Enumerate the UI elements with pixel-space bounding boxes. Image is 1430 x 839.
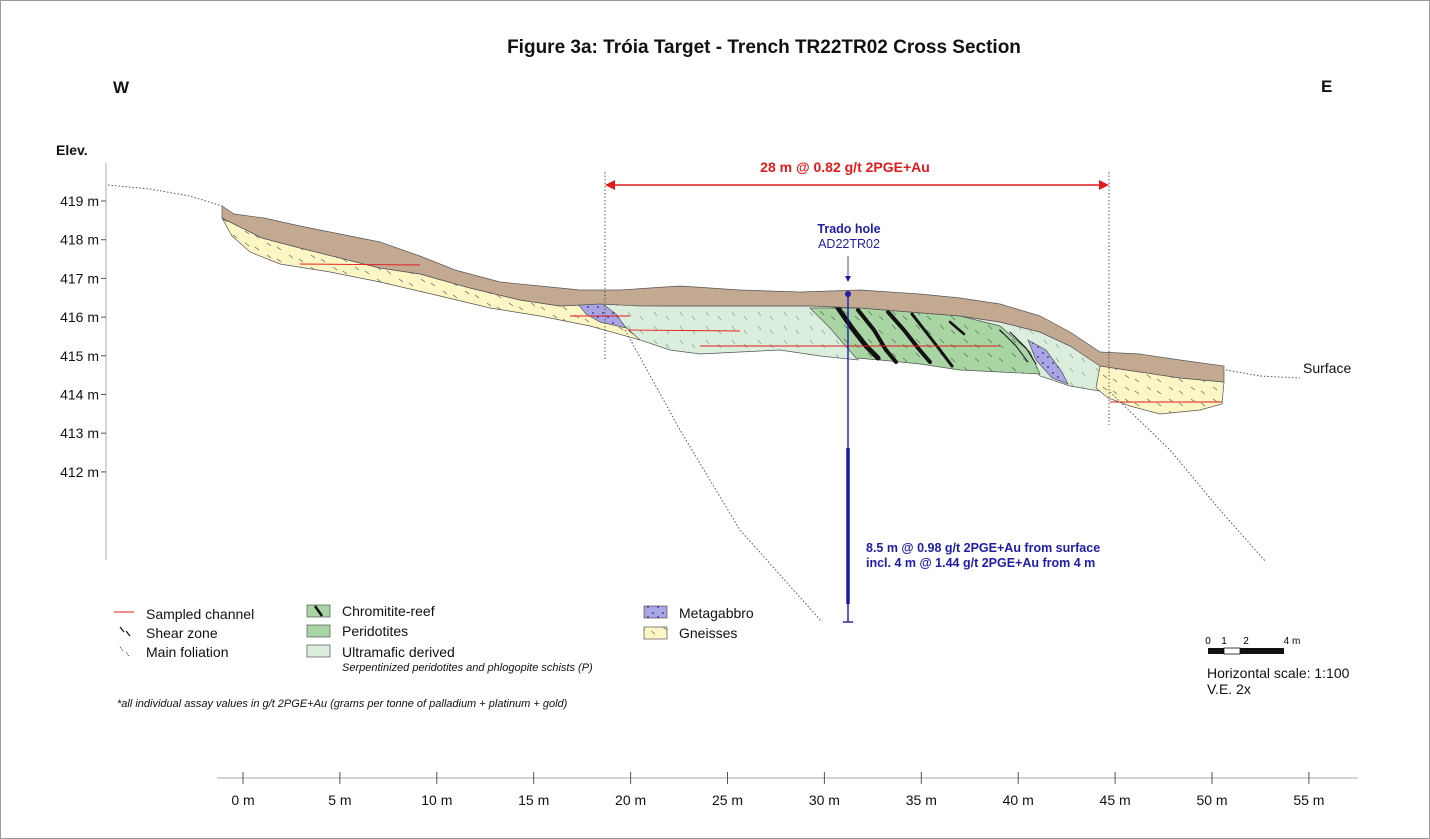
elevation-tick-label: 413 m <box>60 425 99 441</box>
shear-zone-icon <box>119 626 131 637</box>
scale-tick-1: 1 <box>1221 636 1227 647</box>
distance-tick-label: 25 m <box>712 792 743 808</box>
distance-tick-label: 40 m <box>1003 792 1034 808</box>
intercept-interval: 28 m @ 0.82 g/t 2PGE+Au <box>604 159 1110 425</box>
elevation-axis: Elev. 419 m 418 m 417 m 416 m 415 m 414 m 413 … <box>56 142 107 560</box>
west-label: W <box>113 78 130 97</box>
foliation-icon <box>119 646 130 657</box>
figure-title: Figure 3a: Tróia Target - Trench TR22TR0… <box>507 37 1021 58</box>
elevation-axis-title: Elev. <box>56 142 88 158</box>
peridotite-swatch <box>306 624 331 638</box>
distance-axis: 0 m 5 m 10 m 15 m 20 m 25 m 30 m 35 m 40 m 45 m 50… <box>217 772 1358 808</box>
distance-tick-label: 20 m <box>615 792 646 808</box>
east-label: E <box>1321 77 1332 96</box>
elevation-tick-label: 417 m <box>60 270 99 286</box>
distance-tick-label: 55 m <box>1293 792 1324 808</box>
distance-tick-label: 10 m <box>421 792 452 808</box>
elevation-tick-label: 416 m <box>60 309 99 325</box>
elevation-tick-label: 412 m <box>60 464 99 480</box>
gneiss-swatch <box>643 626 668 640</box>
distance-tick-label: 30 m <box>809 792 840 808</box>
scale-tick-2: 2 <box>1243 636 1249 647</box>
surface-label: Surface <box>1303 360 1351 376</box>
metagabbro-east <box>1027 339 1069 385</box>
elevation-tick-label: 419 m <box>60 193 99 209</box>
distance-tick-label: 45 m <box>1100 792 1131 808</box>
elevation-tick-label: 415 m <box>60 348 99 364</box>
legend-ultramafic-sub: Serpentinized peridotites and phlogopite… <box>342 662 593 674</box>
drill-hole: Trado hole AD22TR02 8.5 m @ 0.98 g/t 2PG… <box>817 222 1100 623</box>
scale-tick-0: 0 <box>1205 636 1211 647</box>
horizontal-scale: Horizontal scale: 1:100 <box>1207 665 1350 681</box>
legend-chromitite-reef: Chromitite-reef <box>342 603 435 619</box>
legend-metagabbro: Metagabbro <box>679 605 754 621</box>
legend: Sampled channel Shear zone Main foliatio… <box>114 603 754 674</box>
metagabbro-swatch <box>643 605 668 619</box>
distance-tick-label: 0 m <box>231 792 254 808</box>
elevation-tick-label: 418 m <box>60 232 99 248</box>
hole-result-1: 8.5 m @ 0.98 g/t 2PGE+Au from surface <box>866 541 1100 555</box>
hole-label-id: AD22TR02 <box>818 237 880 251</box>
ultramafic-swatch <box>306 644 331 658</box>
hole-label-type: Trado hole <box>817 222 880 236</box>
legend-main-foliation: Main foliation <box>146 644 229 660</box>
legend-shear-zone: Shear zone <box>146 625 218 641</box>
footnote: *all individual assay values in g/t 2PGE… <box>117 698 568 710</box>
intercept-label: 28 m @ 0.82 g/t 2PGE+Au <box>760 159 930 175</box>
chromitite-icon <box>313 605 324 617</box>
scale-tick-4: 4 m <box>1284 636 1301 647</box>
chromitite-reefs <box>835 305 1037 368</box>
distance-tick-label: 15 m <box>518 792 549 808</box>
vertical-exaggeration: V.E. 2x <box>1207 681 1251 697</box>
legend-sampled-channel: Sampled channel <box>146 606 254 622</box>
sampled-channel-lines <box>299 263 1222 403</box>
contact-east <box>1109 391 1267 563</box>
distance-tick-label: 35 m <box>906 792 937 808</box>
distance-tick-label: 5 m <box>328 792 351 808</box>
legend-gneisses: Gneisses <box>679 625 737 641</box>
geology-section <box>221 205 1267 623</box>
distance-tick-label: 50 m <box>1196 792 1227 808</box>
scale-bar: 0 1 2 4 m Horizontal scale: 1:100 V.E. 2… <box>1205 636 1349 697</box>
contact-west <box>624 329 823 623</box>
legend-ultramafic-derived: Ultramafic derived <box>342 644 455 660</box>
elevation-tick-label: 414 m <box>60 387 99 403</box>
soil-cover <box>221 205 1225 383</box>
legend-peridotites: Peridotites <box>342 623 408 639</box>
hole-result-2: incl. 4 m @ 1.44 g/t 2PGE+Au from 4 m <box>866 556 1095 570</box>
ground-surface-line <box>107 184 1301 379</box>
